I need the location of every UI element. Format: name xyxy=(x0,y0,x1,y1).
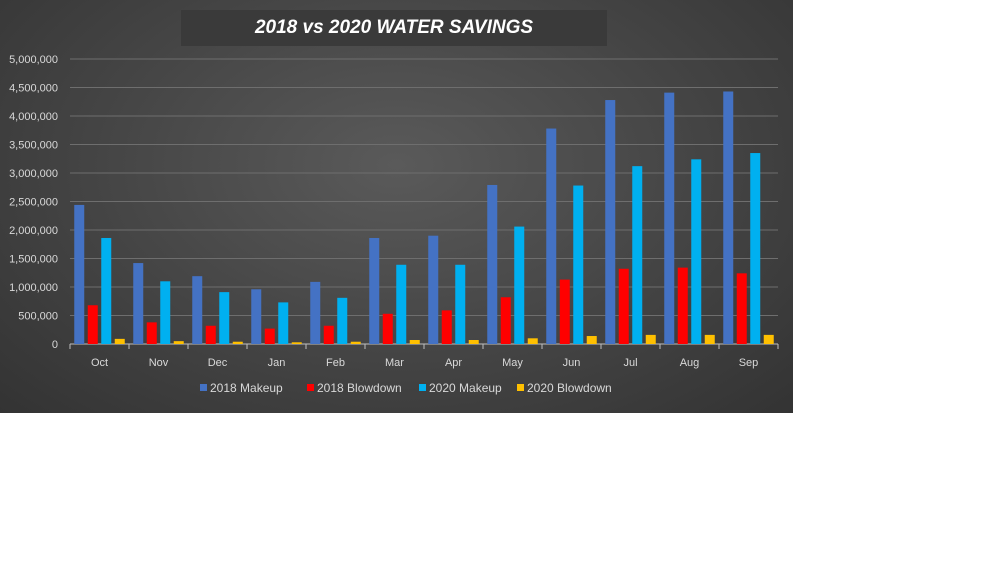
bar xyxy=(251,289,262,344)
bar xyxy=(219,292,230,344)
x-tick-label: Nov xyxy=(149,357,169,369)
y-tick-label: 4,000,000 xyxy=(9,111,58,123)
bar xyxy=(382,313,393,344)
bar xyxy=(114,338,125,344)
legend-label: 2020 Blowdown xyxy=(527,381,612,395)
y-tick-label: 5,000,000 xyxy=(9,54,58,66)
chart-title: 2018 vs 2020 WATER SAVINGS xyxy=(254,17,534,38)
bar xyxy=(455,264,466,344)
bar xyxy=(514,226,525,344)
legend-swatch xyxy=(307,384,314,391)
x-tick-label: Aug xyxy=(680,357,700,369)
bar xyxy=(618,268,629,344)
bar xyxy=(559,279,570,344)
bar xyxy=(369,237,380,344)
legend-label: 2018 Makeup xyxy=(210,381,283,395)
x-tick-label: May xyxy=(502,357,523,369)
bar xyxy=(337,297,348,344)
y-tick-label: 4,500,000 xyxy=(9,83,58,95)
x-tick-label: Sep xyxy=(739,357,759,369)
bar xyxy=(546,128,557,344)
legend-swatch xyxy=(200,384,207,391)
bar xyxy=(632,166,643,344)
bar xyxy=(736,273,747,344)
x-tick-label: Feb xyxy=(326,357,345,369)
bar xyxy=(396,264,407,344)
bar xyxy=(586,336,597,344)
bar xyxy=(527,338,538,344)
x-tick-label: Apr xyxy=(445,357,462,369)
x-tick-label: Dec xyxy=(208,357,228,369)
x-tick-label: Oct xyxy=(91,357,108,369)
bar xyxy=(146,322,157,344)
bar xyxy=(723,91,734,345)
y-tick-label: 3,500,000 xyxy=(9,140,58,152)
bar xyxy=(278,302,289,344)
y-tick-label: 1,000,000 xyxy=(9,282,58,294)
bar xyxy=(605,100,616,344)
bar xyxy=(310,281,321,344)
x-tick-label: Jun xyxy=(563,357,581,369)
bar xyxy=(500,297,511,344)
bar xyxy=(291,342,302,344)
x-tick-label: Jan xyxy=(268,357,286,369)
bar xyxy=(468,340,479,344)
bar xyxy=(192,276,203,344)
bar xyxy=(323,325,334,344)
x-tick-label: Mar xyxy=(385,357,404,369)
bar xyxy=(232,341,243,344)
bar xyxy=(573,185,584,344)
bar xyxy=(763,334,774,344)
y-tick-label: 500,000 xyxy=(18,311,58,323)
bar xyxy=(704,334,715,344)
bar xyxy=(487,184,498,344)
bar xyxy=(441,310,452,344)
bar xyxy=(350,341,361,344)
legend-label: 2018 Blowdown xyxy=(317,381,402,395)
y-tick-label: 2,000,000 xyxy=(9,225,58,237)
y-tick-label: 2,500,000 xyxy=(9,197,58,209)
chart-panel: 2018 vs 2020 WATER SAVINGS 0 500,000 1,000… xyxy=(0,0,793,413)
legend-label: 2020 Makeup xyxy=(429,381,502,395)
bar xyxy=(409,340,420,344)
bar xyxy=(205,325,216,344)
bar xyxy=(664,92,675,344)
bar xyxy=(645,334,656,344)
bar xyxy=(74,204,85,344)
bar xyxy=(101,237,112,344)
bar xyxy=(133,263,144,344)
bar xyxy=(160,281,171,344)
y-tick-label: 3,000,000 xyxy=(9,168,58,180)
legend-swatch xyxy=(419,384,426,391)
bar xyxy=(691,159,702,344)
chart-plot: 0 500,000 1,000,000 1,500,000 2,000,000 2,500… xyxy=(9,54,779,395)
bar xyxy=(264,328,275,344)
x-tick-label: Jul xyxy=(623,357,637,369)
bar xyxy=(87,305,98,344)
bar xyxy=(677,267,688,344)
bar xyxy=(428,235,439,344)
y-tick-label: 0 xyxy=(52,339,58,351)
legend-swatch xyxy=(517,384,524,391)
y-tick-label: 1,500,000 xyxy=(9,254,58,266)
bar xyxy=(173,341,184,344)
bar xyxy=(750,153,761,344)
chart-title-box: 2018 vs 2020 WATER SAVINGS xyxy=(181,10,607,46)
